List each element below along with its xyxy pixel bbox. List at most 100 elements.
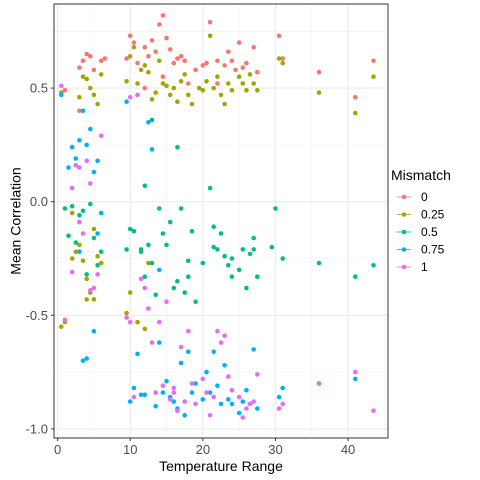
data-point bbox=[95, 158, 100, 164]
data-point bbox=[178, 54, 184, 59]
data-point bbox=[276, 33, 282, 39]
data-point bbox=[91, 285, 97, 291]
data-point bbox=[160, 13, 166, 18]
data-point bbox=[215, 74, 220, 79]
data-point bbox=[77, 242, 82, 248]
data-point bbox=[229, 274, 235, 280]
data-point bbox=[62, 317, 68, 323]
data-point bbox=[91, 226, 97, 232]
data-point bbox=[149, 147, 155, 152]
data-point bbox=[84, 158, 89, 164]
data-point bbox=[186, 349, 191, 355]
data-point bbox=[186, 258, 191, 264]
data-point bbox=[182, 413, 187, 418]
data-point bbox=[254, 88, 260, 93]
data-point bbox=[62, 88, 68, 93]
data-point bbox=[236, 40, 242, 45]
data-point bbox=[157, 340, 162, 345]
data-point bbox=[222, 253, 227, 259]
data-point bbox=[226, 49, 231, 54]
data-point bbox=[127, 33, 133, 39]
data-point bbox=[226, 81, 231, 86]
data-point bbox=[215, 328, 220, 334]
data-point bbox=[98, 210, 104, 216]
data-point bbox=[153, 292, 158, 298]
legend-item: 0.75 bbox=[397, 243, 445, 257]
data-point bbox=[142, 285, 148, 291]
legend-item: 0 bbox=[397, 190, 428, 204]
data-point bbox=[80, 74, 86, 79]
data-point bbox=[146, 69, 151, 75]
data-point bbox=[182, 72, 187, 77]
data-point bbox=[207, 33, 213, 39]
data-point bbox=[95, 263, 100, 268]
data-point bbox=[69, 256, 75, 261]
data-point bbox=[254, 69, 260, 75]
series-1 bbox=[59, 83, 376, 420]
data-point bbox=[215, 247, 220, 252]
data-point bbox=[189, 228, 195, 234]
data-point bbox=[124, 56, 129, 61]
y-axis-title: Mean Correlation bbox=[8, 167, 24, 274]
data-point bbox=[127, 94, 133, 100]
data-point bbox=[251, 347, 256, 352]
data-point bbox=[77, 249, 82, 254]
data-point bbox=[149, 260, 155, 266]
data-point bbox=[236, 74, 242, 79]
data-point bbox=[280, 401, 286, 407]
data-point bbox=[135, 351, 140, 357]
data-point bbox=[84, 356, 89, 361]
data-point bbox=[80, 258, 86, 264]
data-point bbox=[160, 81, 166, 86]
data-point bbox=[91, 297, 97, 302]
data-point bbox=[88, 288, 93, 293]
data-point bbox=[280, 60, 286, 66]
data-point bbox=[193, 401, 198, 407]
legend-label: 1 bbox=[421, 260, 428, 274]
data-point bbox=[149, 117, 155, 123]
data-point bbox=[218, 231, 224, 236]
data-point bbox=[247, 72, 253, 77]
data-point bbox=[200, 376, 206, 382]
data-point bbox=[149, 97, 155, 102]
data-point bbox=[316, 90, 322, 95]
data-point bbox=[226, 397, 231, 402]
data-point bbox=[98, 72, 104, 77]
data-point bbox=[254, 372, 260, 377]
data-point bbox=[146, 54, 151, 59]
data-point bbox=[371, 408, 376, 414]
data-point bbox=[98, 249, 104, 254]
data-point bbox=[218, 340, 224, 345]
data-point bbox=[138, 392, 144, 398]
data-point bbox=[175, 278, 180, 284]
data-point bbox=[84, 76, 89, 82]
data-point bbox=[207, 390, 213, 395]
data-point bbox=[186, 81, 191, 86]
data-point bbox=[171, 390, 177, 395]
data-point bbox=[80, 231, 86, 236]
data-point bbox=[178, 344, 184, 350]
data-point bbox=[178, 79, 184, 84]
data-point bbox=[153, 90, 158, 95]
data-point bbox=[142, 85, 148, 91]
data-point bbox=[160, 74, 166, 79]
data-point bbox=[77, 94, 82, 100]
data-point bbox=[91, 92, 97, 98]
data-point bbox=[73, 156, 79, 161]
data-point bbox=[98, 58, 104, 64]
data-point bbox=[251, 399, 256, 404]
data-point bbox=[186, 92, 191, 98]
data-point bbox=[160, 390, 166, 395]
data-point bbox=[80, 108, 86, 114]
data-point bbox=[247, 401, 253, 407]
legend: Mismatch 0 0.25 0.5 0.75 1 bbox=[391, 167, 451, 274]
data-point bbox=[251, 235, 256, 241]
data-point bbox=[186, 274, 191, 280]
y-tick-label: -1.0 bbox=[26, 421, 48, 436]
data-point bbox=[69, 210, 75, 216]
x-axis-title: Temperature Range bbox=[159, 458, 283, 474]
data-point bbox=[276, 56, 282, 61]
data-point bbox=[124, 247, 129, 252]
data-point bbox=[84, 51, 89, 57]
